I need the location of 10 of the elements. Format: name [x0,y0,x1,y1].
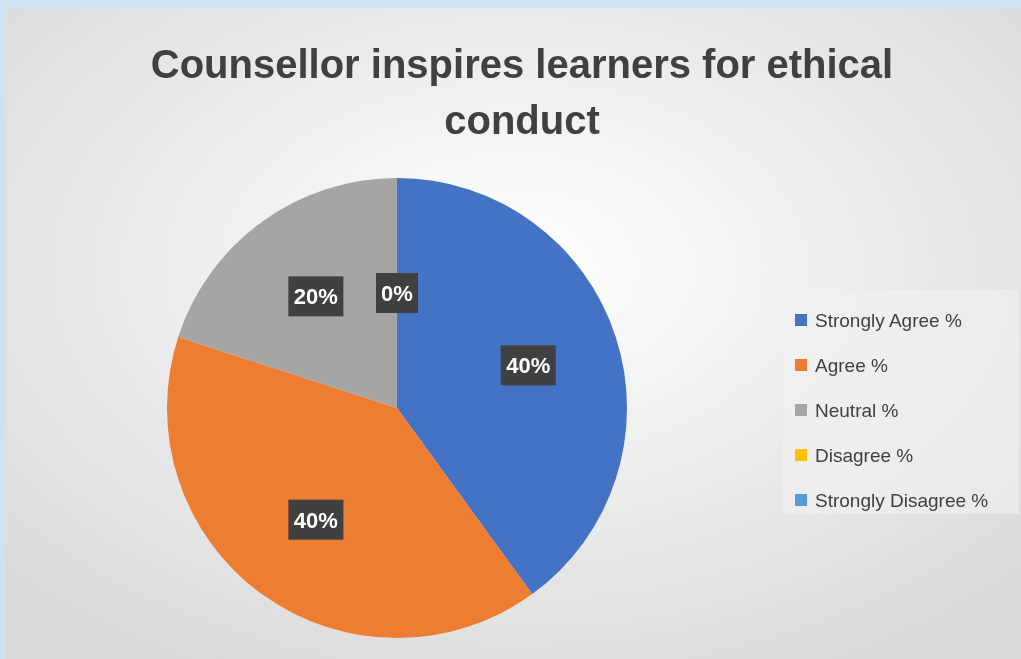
legend-label: Agree % [815,355,888,376]
legend-label: Neutral % [815,400,899,421]
text: 0% [381,281,413,306]
chart-title: Counsellor inspires learners for ethical conduct [150,42,894,142]
legend-label: Strongly Disagree % [815,490,989,511]
data-label: 20% [293,284,338,310]
data-label: 40% [506,353,551,379]
legend-label: Disagree % [815,445,914,466]
data-label: 40% [293,507,338,533]
legend-label: Strongly Agree % [815,310,962,331]
